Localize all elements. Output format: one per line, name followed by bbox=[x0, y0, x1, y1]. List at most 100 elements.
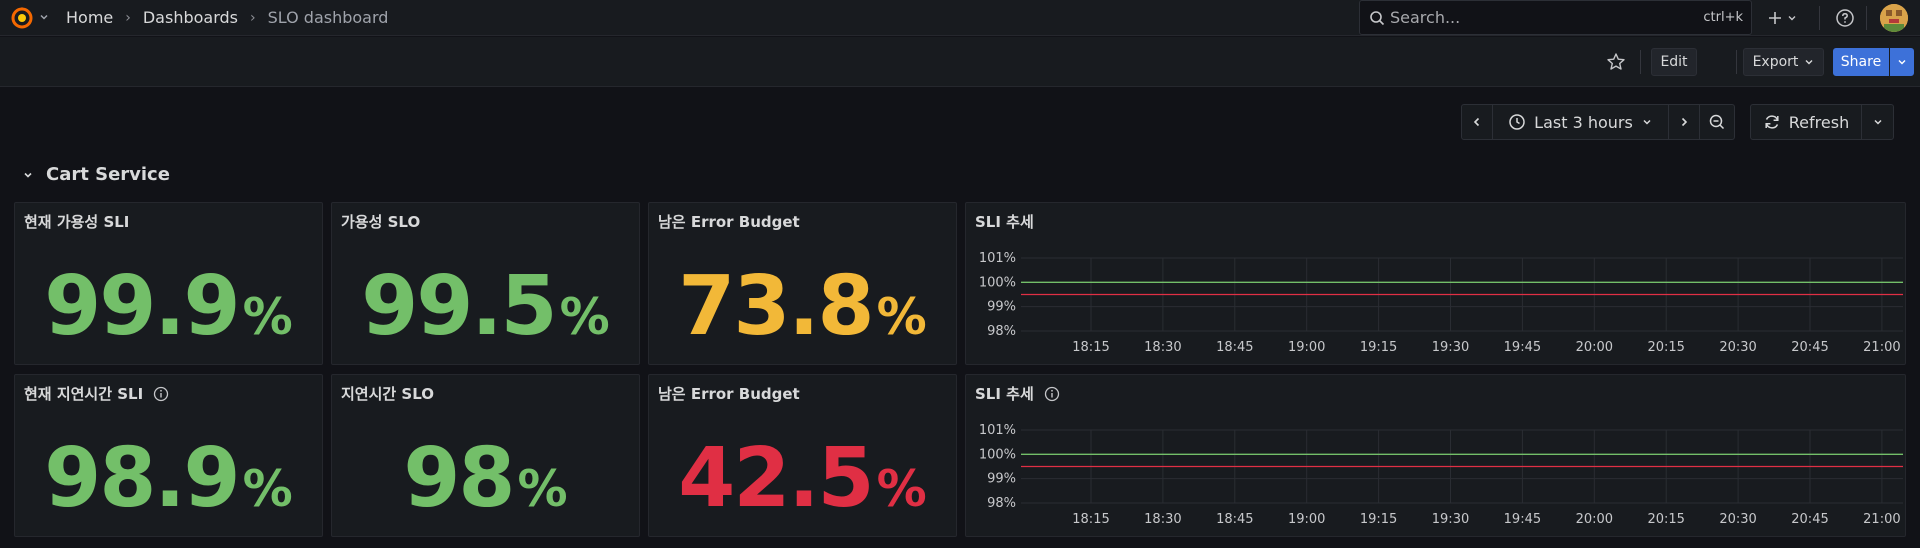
search-bar[interactable]: ctrl+k bbox=[1359, 0, 1752, 35]
panel-availability-error-budget[interactable]: 남은 Error Budget 73.8% bbox=[648, 202, 957, 365]
divider bbox=[1819, 6, 1820, 30]
x-tick-label: 21:00 bbox=[1863, 512, 1900, 527]
breadcrumb-dashboards[interactable]: Dashboards bbox=[142, 8, 238, 27]
x-tick-label: 20:00 bbox=[1576, 512, 1613, 527]
breadcrumb-home[interactable]: Home bbox=[66, 8, 114, 27]
panel-availability-slo[interactable]: 가용성 SLO 99.5% bbox=[331, 202, 640, 365]
panel-title-text: 가용성 SLO bbox=[341, 213, 421, 231]
x-tick-label: 20:15 bbox=[1647, 512, 1684, 527]
avatar[interactable] bbox=[1880, 4, 1908, 32]
zoom-out-button[interactable] bbox=[1699, 104, 1735, 140]
stat-unit: % bbox=[242, 288, 293, 346]
chevron-down-icon[interactable] bbox=[38, 11, 50, 23]
panel-title: 현재 지연시간 SLI bbox=[24, 383, 169, 404]
x-tick-label: 19:00 bbox=[1288, 512, 1325, 527]
zoom-out-icon bbox=[1709, 114, 1725, 130]
dashboard-toolbar: Edit Export Share bbox=[0, 37, 1920, 87]
sli-trend-chart[interactable]: 101% 100% 99% 98% 18:15 18:30 18:45 19:00 19:15 1… bbox=[966, 203, 1905, 364]
stat-number: 99.9 bbox=[44, 259, 240, 354]
share-button[interactable]: Share bbox=[1833, 48, 1889, 76]
plus-icon bbox=[1769, 12, 1781, 24]
stat-unit: % bbox=[242, 460, 293, 518]
stat-value: 99.9% bbox=[15, 259, 322, 354]
x-tick-label: 19:00 bbox=[1288, 340, 1325, 355]
x-tick-label: 18:45 bbox=[1216, 340, 1253, 355]
top-nav: Home › Dashboards › SLO dashboard ctrl+k bbox=[0, 0, 1920, 36]
stat-value: 98% bbox=[332, 431, 639, 526]
sli-trend-chart[interactable]: 101% 100% 99% 98% 18:15 18:30 18:45 19:00 19:15 1… bbox=[966, 375, 1905, 536]
panel-title-text: 지연시간 SLO bbox=[341, 385, 435, 403]
edit-button[interactable]: Edit bbox=[1651, 48, 1697, 76]
chevron-right-icon: › bbox=[250, 9, 256, 26]
x-tick-label: 20:45 bbox=[1791, 512, 1828, 527]
y-tick-label: 99% bbox=[987, 472, 1016, 487]
grafana-logo-icon[interactable] bbox=[9, 5, 35, 31]
y-tick-label: 98% bbox=[987, 496, 1016, 511]
chevron-right-icon: › bbox=[125, 9, 131, 26]
breadcrumb-current: SLO dashboard bbox=[267, 8, 389, 27]
panel-latency-error-budget[interactable]: 남은 Error Budget 42.5% bbox=[648, 374, 957, 537]
stat-value: 73.8% bbox=[649, 259, 956, 354]
refresh-icon bbox=[1765, 115, 1779, 129]
x-tick-label: 19:45 bbox=[1504, 512, 1541, 527]
stat-number: 98 bbox=[403, 431, 515, 526]
panel-title-text: 남은 Error Budget bbox=[658, 213, 800, 231]
panel-latency-sli-trend[interactable]: SLI 추세 101% 100% 99% 98% 18:15 18:30 18:45 19:0… bbox=[965, 374, 1906, 537]
export-label: Export bbox=[1752, 54, 1799, 70]
divider bbox=[1640, 50, 1641, 74]
stat-value: 98.9% bbox=[15, 431, 322, 526]
panel-availability-sli-trend[interactable]: SLI 추세 101% 100% 99% 98% 18:15 18:30 18:45 19:0… bbox=[965, 202, 1906, 365]
panel-title: SLI 추세 bbox=[975, 383, 1060, 404]
search-input[interactable] bbox=[1390, 1, 1690, 34]
panel-latency-sli[interactable]: 현재 지연시간 SLI 98.9% bbox=[14, 374, 323, 537]
row-title: Cart Service bbox=[46, 164, 170, 185]
x-tick-label: 18:30 bbox=[1144, 340, 1181, 355]
stat-unit: % bbox=[517, 460, 568, 518]
stat-unit: % bbox=[876, 460, 927, 518]
panel-availability-sli[interactable]: 현재 가용성 SLI 99.9% bbox=[14, 202, 323, 365]
x-tick-label: 20:45 bbox=[1791, 340, 1828, 355]
chevron-left-icon bbox=[1473, 117, 1480, 127]
row-header-cart-service[interactable]: Cart Service bbox=[22, 164, 170, 185]
help-icon[interactable] bbox=[1834, 7, 1856, 29]
panel-latency-slo[interactable]: 지연시간 SLO 98% bbox=[331, 374, 640, 537]
export-button[interactable]: Export bbox=[1743, 48, 1824, 76]
search-shortcut: ctrl+k bbox=[1703, 10, 1743, 25]
x-tick-label: 20:00 bbox=[1576, 340, 1613, 355]
panel-title: 남은 Error Budget bbox=[658, 211, 800, 232]
x-tick-label: 20:30 bbox=[1719, 512, 1756, 527]
chevron-down-icon bbox=[1898, 60, 1906, 65]
star-icon[interactable] bbox=[1605, 51, 1627, 73]
divider bbox=[1736, 50, 1737, 74]
new-button[interactable] bbox=[1760, 5, 1804, 31]
x-tick-label: 18:30 bbox=[1144, 512, 1181, 527]
refresh-button[interactable]: Refresh bbox=[1750, 104, 1862, 140]
x-tick-label: 20:15 bbox=[1647, 340, 1684, 355]
chevron-right-icon bbox=[1681, 117, 1688, 127]
search-icon bbox=[1370, 11, 1385, 26]
x-tick-label: 19:15 bbox=[1360, 340, 1397, 355]
time-shift-forward-button[interactable] bbox=[1668, 104, 1700, 140]
time-range-picker[interactable]: Last 3 hours bbox=[1492, 104, 1669, 140]
share-options-button[interactable] bbox=[1890, 48, 1914, 76]
time-range-label: Last 3 hours bbox=[1534, 112, 1633, 132]
time-shift-back-button[interactable] bbox=[1461, 104, 1493, 140]
refresh-label: Refresh bbox=[1788, 112, 1850, 132]
x-tick-label: 19:30 bbox=[1432, 340, 1469, 355]
x-tick-label: 18:15 bbox=[1072, 512, 1109, 527]
panel-title: SLI 추세 bbox=[975, 211, 1034, 232]
info-icon[interactable] bbox=[1044, 386, 1060, 402]
stat-number: 42.5 bbox=[678, 431, 874, 526]
stat-number: 73.8 bbox=[678, 259, 874, 354]
info-icon[interactable] bbox=[153, 386, 169, 402]
y-tick-label: 100% bbox=[979, 447, 1016, 462]
panel-title: 지연시간 SLO bbox=[341, 383, 434, 404]
x-tick-label: 19:15 bbox=[1360, 512, 1397, 527]
y-tick-label: 100% bbox=[979, 275, 1016, 290]
y-tick-label: 101% bbox=[979, 423, 1016, 438]
refresh-interval-picker[interactable] bbox=[1861, 104, 1894, 140]
clock-icon bbox=[1509, 114, 1525, 130]
stat-value: 99.5% bbox=[332, 259, 639, 354]
stat-number: 98.9 bbox=[44, 431, 240, 526]
stat-unit: % bbox=[876, 288, 927, 346]
